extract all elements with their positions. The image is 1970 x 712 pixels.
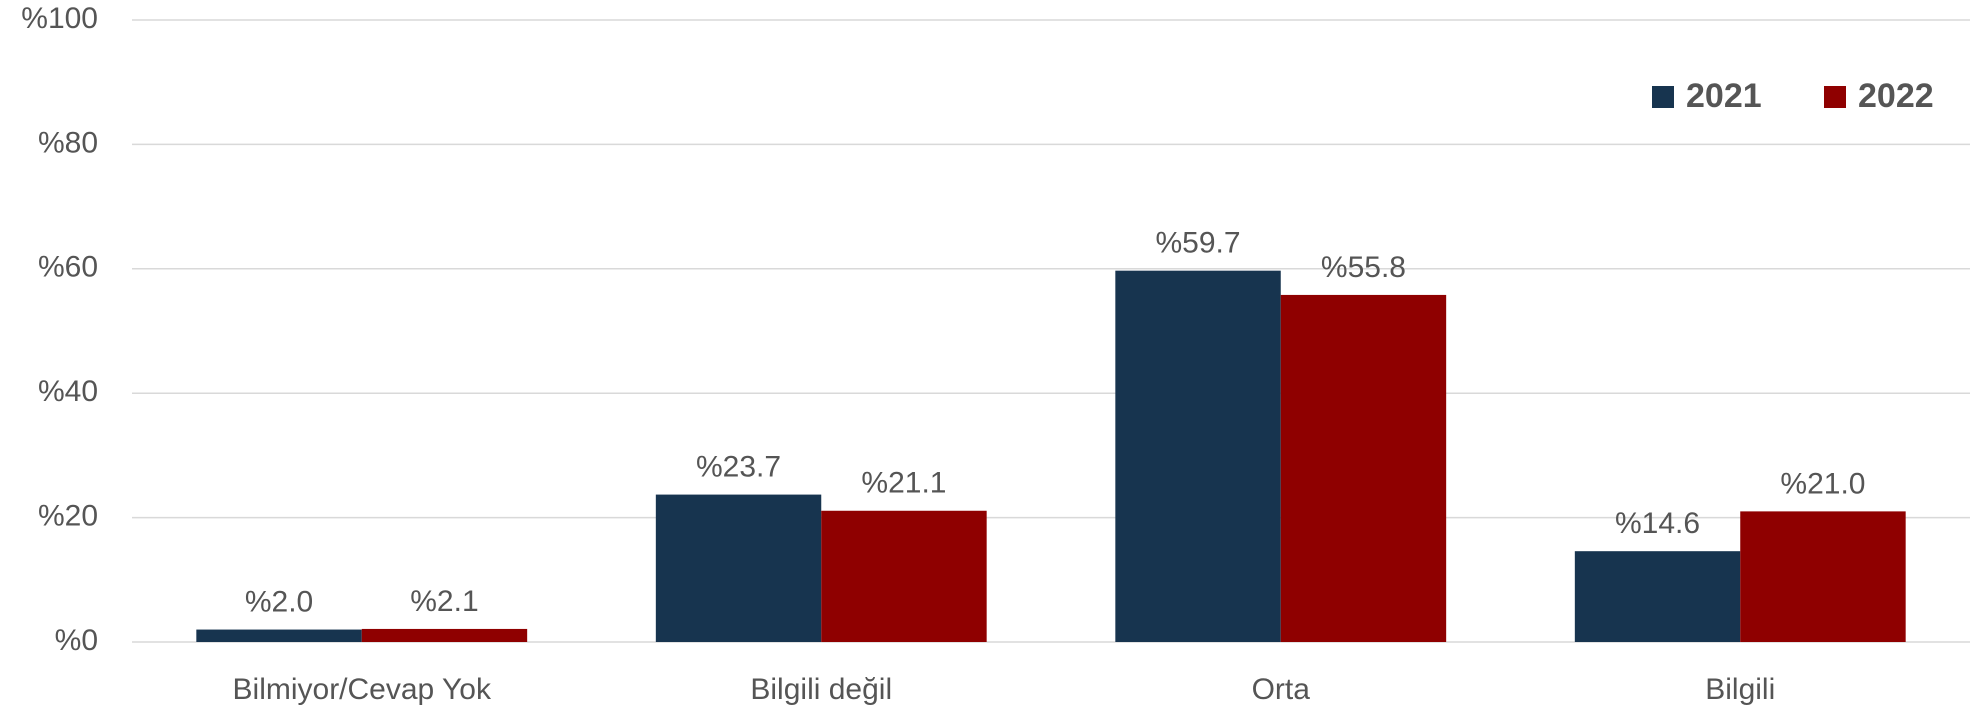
- x-tick-label: Bilgili: [1705, 673, 1775, 706]
- legend-label: 2022: [1858, 77, 1934, 115]
- data-label: %21.1: [861, 467, 946, 500]
- y-tick-label: %60: [38, 251, 98, 284]
- data-label: %55.8: [1321, 251, 1406, 284]
- legend-swatch: [1824, 86, 1846, 108]
- bar: [196, 629, 362, 642]
- bar: [821, 510, 987, 642]
- bar: [1280, 294, 1447, 642]
- y-tick-label: %20: [38, 500, 98, 533]
- data-label: %2.0: [245, 585, 313, 618]
- bar: [361, 628, 528, 642]
- y-tick-label: %100: [21, 2, 98, 35]
- data-label: %14.6: [1615, 507, 1700, 540]
- y-tick-label: %40: [38, 375, 98, 408]
- legend-swatch: [1652, 86, 1674, 108]
- x-tick-label: Bilgili değil: [750, 673, 892, 706]
- data-label: %59.7: [1156, 227, 1241, 260]
- bar: [1574, 551, 1741, 642]
- data-label: %23.7: [696, 451, 781, 484]
- legend-label: 2021: [1686, 77, 1762, 115]
- y-tick-label: %80: [38, 126, 98, 159]
- bar: [655, 494, 822, 642]
- y-tick-label: %0: [55, 624, 98, 657]
- data-label: %21.0: [1780, 467, 1865, 500]
- x-tick-label: Bilmiyor/Cevap Yok: [233, 673, 492, 706]
- x-tick-label: Orta: [1252, 673, 1311, 706]
- bar: [1115, 270, 1281, 642]
- bar: [1740, 511, 1906, 642]
- data-label: %2.1: [410, 585, 478, 618]
